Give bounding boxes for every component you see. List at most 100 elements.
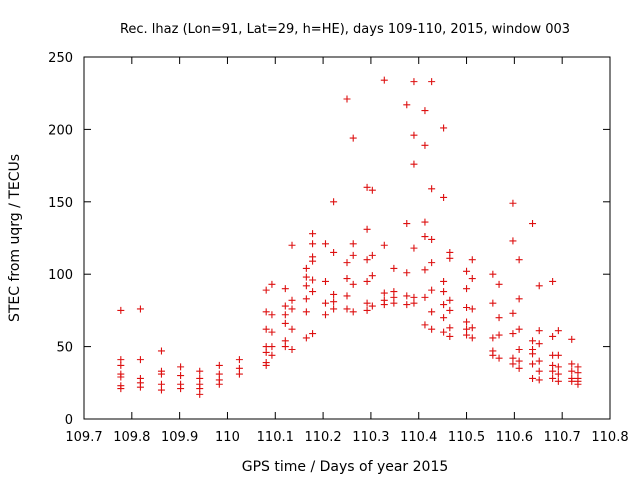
chart-title: Rec. lhaz (Lon=91, Lat=29, h=HE), days 1… <box>120 22 570 37</box>
data-point <box>403 269 411 277</box>
data-point <box>309 240 317 248</box>
data-point <box>268 311 276 319</box>
data-point <box>363 306 371 314</box>
data-point <box>489 270 497 278</box>
data-point <box>117 361 125 369</box>
data-point <box>421 293 429 301</box>
data-point <box>410 131 418 139</box>
data-point <box>428 286 436 294</box>
data-point <box>421 266 429 274</box>
data-point <box>136 305 144 313</box>
data-point <box>368 302 376 310</box>
data-point <box>235 370 243 378</box>
data-point <box>349 251 357 259</box>
plot-axes <box>83 56 611 420</box>
y-tick-label: 100 <box>48 268 73 283</box>
y-tick-label: 250 <box>48 51 73 66</box>
x-tick-label: 110.6 <box>496 430 533 445</box>
data-point <box>463 331 471 339</box>
x-tick-label: 110.4 <box>400 430 437 445</box>
y-tick-label: 200 <box>48 123 73 138</box>
data-point <box>463 285 471 293</box>
data-point <box>215 380 223 388</box>
data-point <box>509 330 517 338</box>
data-point <box>363 183 371 191</box>
data-point <box>321 311 329 319</box>
data-point <box>446 324 454 332</box>
data-point <box>343 305 351 313</box>
data-point <box>403 220 411 228</box>
x-tick-label: 110.3 <box>352 430 389 445</box>
data-point <box>428 78 436 86</box>
data-point <box>196 390 204 398</box>
data-point <box>380 301 388 309</box>
data-point <box>515 345 523 353</box>
data-point <box>363 225 371 233</box>
x-tick-label: 109.9 <box>161 430 198 445</box>
data-point <box>535 357 543 365</box>
data-point <box>495 280 503 288</box>
data-point <box>463 267 471 275</box>
x-tick-label: 110.5 <box>448 430 485 445</box>
data-point <box>554 370 562 378</box>
data-point <box>309 330 317 338</box>
data-point <box>268 280 276 288</box>
data-point <box>440 124 448 132</box>
y-tick-label: 150 <box>48 196 73 211</box>
data-point <box>309 257 317 265</box>
data-point <box>302 295 310 303</box>
data-point <box>529 350 537 358</box>
data-point <box>529 360 537 368</box>
data-point <box>157 370 165 378</box>
data-point <box>288 305 296 313</box>
x-tick-label: 110.2 <box>304 430 341 445</box>
data-point <box>440 193 448 201</box>
data-point <box>281 319 289 327</box>
data-point <box>268 328 276 336</box>
data-point <box>262 325 270 333</box>
data-point <box>529 220 537 228</box>
data-point <box>515 256 523 264</box>
data-point <box>495 331 503 339</box>
data-point <box>468 305 476 313</box>
data-point <box>330 248 338 256</box>
data-point <box>554 377 562 385</box>
data-point <box>177 385 185 393</box>
data-point <box>136 356 144 364</box>
data-point <box>568 367 576 375</box>
data-points <box>117 76 582 398</box>
data-point <box>428 325 436 333</box>
data-point <box>330 305 338 313</box>
data-point <box>495 314 503 322</box>
data-point <box>554 327 562 335</box>
data-point <box>468 256 476 264</box>
data-point <box>421 321 429 329</box>
data-point <box>302 264 310 272</box>
data-point <box>468 275 476 283</box>
x-axis-ticks: 109.7 109.8 109.9 110 110.1 110.2 110.3 110.4 11… <box>65 57 629 445</box>
data-point <box>440 314 448 322</box>
data-point <box>390 264 398 272</box>
data-point <box>468 324 476 332</box>
data-point <box>549 367 557 375</box>
data-point <box>302 334 310 342</box>
x-tick-label: 110.1 <box>257 430 294 445</box>
data-point <box>446 296 454 304</box>
data-point <box>403 301 411 309</box>
data-point <box>428 185 436 193</box>
data-point <box>262 286 270 294</box>
data-point <box>288 325 296 333</box>
data-point <box>363 256 371 264</box>
data-point <box>321 240 329 248</box>
x-tick-label: 109.7 <box>65 430 102 445</box>
data-point <box>554 363 562 371</box>
data-point <box>549 332 557 340</box>
data-point <box>495 354 503 362</box>
data-point <box>330 298 338 306</box>
data-point <box>309 288 317 296</box>
data-point <box>262 361 270 369</box>
data-point <box>535 282 543 290</box>
data-point <box>421 218 429 226</box>
data-point <box>380 76 388 84</box>
